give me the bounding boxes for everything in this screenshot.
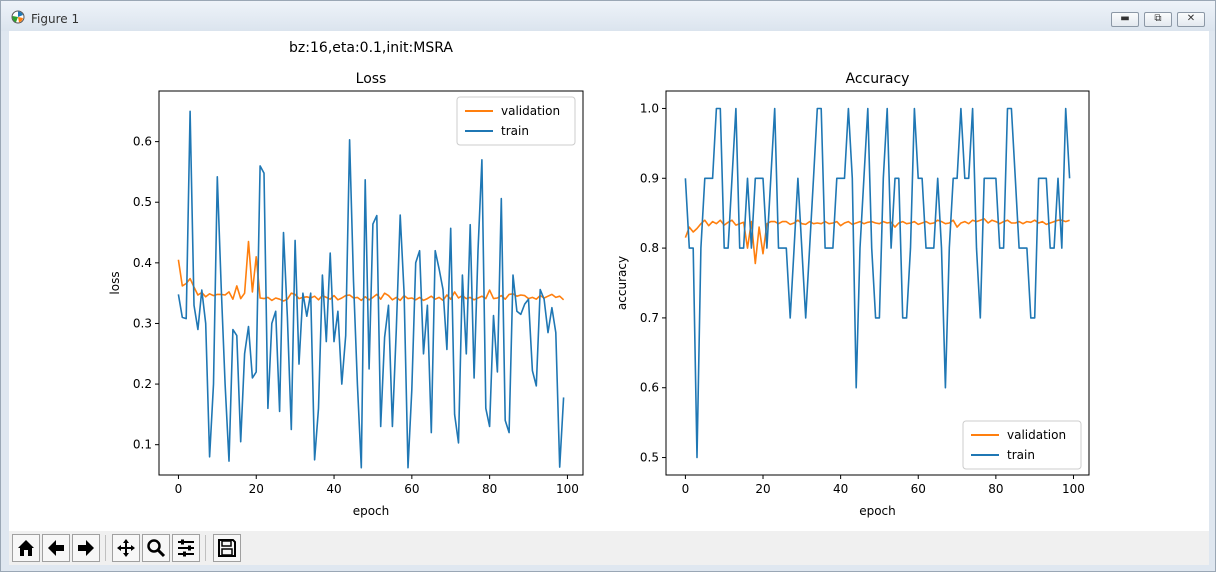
loss-ytick-label: 0.3 — [133, 316, 152, 330]
accuracy-xtick-label: 0 — [682, 482, 690, 496]
loss-axes-frame — [158, 90, 584, 476]
close-button[interactable]: ✕ — [1177, 12, 1205, 27]
accuracy-xtick-label: 100 — [1062, 482, 1085, 496]
loss-xtick-label: 100 — [556, 482, 579, 496]
loss-ytick-label: 0.5 — [133, 195, 152, 209]
loss-legend-label-validation: validation — [501, 104, 560, 118]
accuracy-ytick-label: 1.0 — [640, 101, 659, 115]
maximize-icon: ⧉ — [1154, 13, 1162, 24]
loss-xtick-label: 40 — [326, 482, 341, 496]
back-button[interactable] — [42, 534, 70, 562]
title-bar[interactable]: Figure 1 ▬ ⧉ ✕ — [1, 1, 1215, 31]
loss-xtick-label: 60 — [404, 482, 419, 496]
forward-icon — [78, 540, 94, 556]
home-icon — [18, 540, 34, 556]
zoom-button[interactable] — [142, 534, 170, 562]
accuracy-legend-label-validation: validation — [1007, 428, 1066, 442]
pan-icon — [117, 539, 135, 557]
loss-xlabel: epoch — [353, 504, 390, 518]
accuracy-ytick-label: 0.9 — [640, 171, 659, 185]
loss-ytick-label: 0.2 — [133, 377, 152, 391]
loss-axes: 0 20 40 60 80 100 0.1 0.2 0.3 0.4 0.5 0.6 Loss epoch l… — [108, 71, 584, 518]
figure-suptitle: bz:16,eta:0.1,init:MSRA — [289, 40, 453, 56]
loss-legend-box — [456, 96, 576, 146]
loss-xtick-label: 80 — [482, 482, 497, 496]
accuracy-legend-label-train: train — [1007, 448, 1035, 462]
accuracy-ytick-label: 0.5 — [640, 451, 659, 465]
pan-button[interactable] — [112, 534, 140, 562]
accuracy-axes-title: Accuracy — [846, 71, 910, 87]
accuracy-axes: 0 20 40 60 80 100 0.5 0.6 0.7 0.8 0.9 1.0 Accuracy ep… — [615, 71, 1090, 518]
minimize-icon: ▬ — [1120, 13, 1130, 24]
loss-ytick-label: 0.6 — [133, 135, 152, 149]
accuracy-xtick-label: 40 — [833, 482, 848, 496]
accuracy-legend-box — [962, 420, 1082, 470]
home-button[interactable] — [12, 534, 40, 562]
configure-subplots-button[interactable] — [172, 534, 200, 562]
zoom-icon — [147, 539, 166, 558]
accuracy-ylabel: accuracy — [615, 256, 629, 310]
loss-xtick-label: 0 — [175, 482, 183, 496]
accuracy-series-train-line — [684, 107, 1071, 459]
minimize-button[interactable]: ▬ — [1111, 12, 1139, 27]
maximize-button[interactable]: ⧉ — [1144, 12, 1172, 27]
loss-ylabel: loss — [108, 271, 122, 294]
loss-legend-label-train: train — [501, 124, 529, 138]
close-icon: ✕ — [1186, 13, 1196, 24]
matplotlib-logo-icon — [11, 10, 25, 24]
loss-ytick-label: 0.1 — [133, 438, 152, 452]
accuracy-xtick-label: 80 — [988, 482, 1003, 496]
loss-ytick-label: 0.4 — [133, 256, 152, 270]
accuracy-xtick-label: 60 — [911, 482, 926, 496]
figure-canvas[interactable]: bz:16,eta:0.1,init:MSRA 0 20 40 60 80 100 0.1 0… — [9, 31, 1209, 531]
accuracy-ytick-label: 0.8 — [640, 241, 659, 255]
loss-xtick-label: 20 — [249, 482, 264, 496]
forward-button[interactable] — [72, 534, 100, 562]
accuracy-xlabel: epoch — [859, 504, 896, 518]
toolbar-separator — [105, 535, 106, 561]
loss-axes-title: Loss — [356, 71, 387, 87]
accuracy-ytick-label: 0.6 — [640, 381, 659, 395]
back-icon — [48, 540, 64, 556]
loss-series-train-line — [177, 110, 565, 469]
save-button[interactable] — [213, 534, 241, 562]
accuracy-axes-frame — [665, 90, 1090, 476]
navigation-toolbar — [9, 531, 1209, 565]
configure-subplots-icon — [178, 539, 194, 557]
accuracy-xtick-label: 20 — [755, 482, 770, 496]
toolbar-separator — [205, 535, 206, 561]
accuracy-series-validation-line — [684, 218, 1070, 265]
figure-svg: bz:16,eta:0.1,init:MSRA 0 20 40 60 80 1000.10… — [108, 40, 1090, 518]
accuracy-ytick-label: 0.7 — [640, 311, 659, 325]
save-icon — [218, 539, 236, 557]
window-title: Figure 1 — [31, 12, 80, 26]
